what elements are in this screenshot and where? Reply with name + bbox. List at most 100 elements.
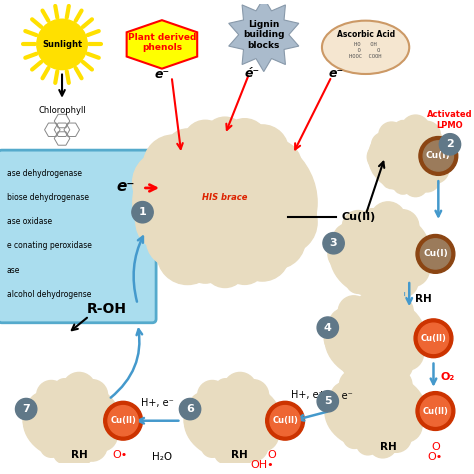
Ellipse shape xyxy=(133,125,317,280)
Circle shape xyxy=(204,245,246,288)
Circle shape xyxy=(375,160,392,178)
Circle shape xyxy=(190,209,217,237)
Circle shape xyxy=(165,129,210,173)
Circle shape xyxy=(16,399,37,420)
Text: Chlorophyll: Chlorophyll xyxy=(38,106,86,115)
Text: HIS brace: HIS brace xyxy=(202,193,247,202)
Circle shape xyxy=(414,319,453,358)
Circle shape xyxy=(370,202,406,237)
Circle shape xyxy=(416,392,455,430)
Circle shape xyxy=(380,262,394,276)
Circle shape xyxy=(389,244,404,260)
Circle shape xyxy=(385,210,419,243)
Circle shape xyxy=(389,336,424,371)
Circle shape xyxy=(198,381,227,410)
Circle shape xyxy=(254,191,317,254)
Circle shape xyxy=(326,395,358,427)
Circle shape xyxy=(221,118,268,165)
Circle shape xyxy=(413,142,425,154)
Text: e conating peroxidase: e conating peroxidase xyxy=(7,241,91,250)
Circle shape xyxy=(189,392,217,420)
Text: O•: O• xyxy=(113,450,128,460)
Polygon shape xyxy=(127,20,197,69)
Circle shape xyxy=(206,219,233,245)
Ellipse shape xyxy=(322,21,409,74)
Circle shape xyxy=(373,273,403,303)
Circle shape xyxy=(72,428,85,441)
Circle shape xyxy=(218,399,234,415)
Circle shape xyxy=(240,421,253,435)
Text: H+, e⁻: H+, e⁻ xyxy=(320,392,353,401)
Circle shape xyxy=(253,408,278,433)
Circle shape xyxy=(338,296,369,327)
Circle shape xyxy=(394,120,412,138)
Circle shape xyxy=(346,270,370,293)
Circle shape xyxy=(388,255,401,269)
Circle shape xyxy=(416,149,428,162)
Text: ase oxidase: ase oxidase xyxy=(7,217,52,226)
Circle shape xyxy=(40,435,62,457)
Circle shape xyxy=(243,187,266,210)
Circle shape xyxy=(419,323,448,354)
Polygon shape xyxy=(229,0,299,72)
Circle shape xyxy=(356,341,372,357)
Circle shape xyxy=(367,143,394,171)
Circle shape xyxy=(77,380,108,410)
Circle shape xyxy=(212,407,226,420)
Circle shape xyxy=(237,380,269,410)
Circle shape xyxy=(223,429,237,443)
Text: O: O xyxy=(431,442,440,452)
Circle shape xyxy=(55,379,74,399)
Circle shape xyxy=(263,160,309,206)
Circle shape xyxy=(226,439,254,466)
Text: ase dehydrogenase: ase dehydrogenase xyxy=(7,169,82,178)
Circle shape xyxy=(394,385,417,408)
Circle shape xyxy=(317,317,338,338)
Text: H+, e⁻: H+, e⁻ xyxy=(291,390,324,400)
Circle shape xyxy=(375,346,389,360)
Circle shape xyxy=(104,401,143,440)
Text: Activated
LPMO: Activated LPMO xyxy=(427,110,473,130)
Circle shape xyxy=(144,135,203,195)
Circle shape xyxy=(241,411,255,426)
Circle shape xyxy=(356,432,379,455)
Text: RH: RH xyxy=(415,294,432,304)
Circle shape xyxy=(356,360,379,383)
Circle shape xyxy=(200,163,225,188)
Circle shape xyxy=(365,230,382,248)
Circle shape xyxy=(372,133,396,157)
Circle shape xyxy=(423,141,454,171)
Circle shape xyxy=(185,243,226,283)
Text: O•: O• xyxy=(428,452,443,462)
Circle shape xyxy=(92,408,117,433)
Circle shape xyxy=(400,227,424,251)
Circle shape xyxy=(360,257,376,273)
Text: 6: 6 xyxy=(186,404,194,414)
Text: e⁻: e⁻ xyxy=(117,179,135,193)
Circle shape xyxy=(252,140,301,190)
Circle shape xyxy=(193,425,214,445)
Text: Plant derived
phenols: Plant derived phenols xyxy=(128,33,196,52)
Text: H₂O: H₂O xyxy=(152,452,173,462)
Circle shape xyxy=(215,379,236,399)
Text: 2: 2 xyxy=(446,139,454,149)
Circle shape xyxy=(355,397,369,410)
Text: ase: ase xyxy=(7,265,20,274)
Text: Cu(I): Cu(I) xyxy=(423,249,448,258)
Circle shape xyxy=(54,442,75,464)
Circle shape xyxy=(383,412,396,425)
Circle shape xyxy=(410,163,420,174)
Circle shape xyxy=(383,401,398,416)
Circle shape xyxy=(85,419,118,451)
Circle shape xyxy=(356,248,372,264)
Text: 7: 7 xyxy=(22,404,30,414)
Circle shape xyxy=(201,435,223,457)
Circle shape xyxy=(419,137,458,175)
Circle shape xyxy=(133,151,196,215)
Circle shape xyxy=(368,429,397,458)
Circle shape xyxy=(394,252,429,287)
Circle shape xyxy=(229,400,242,412)
Circle shape xyxy=(360,276,384,300)
Circle shape xyxy=(342,354,365,377)
Circle shape xyxy=(329,309,359,338)
